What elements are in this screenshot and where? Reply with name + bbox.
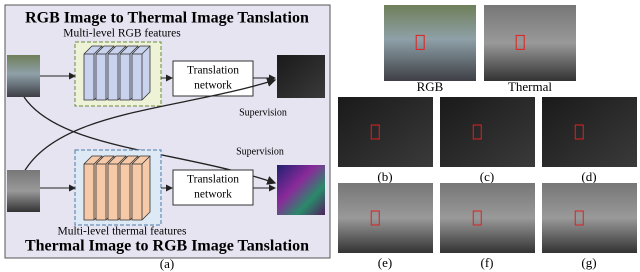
result-image bbox=[440, 97, 535, 167]
image-label: RGB bbox=[417, 79, 444, 94]
rgb-image bbox=[384, 5, 476, 81]
result-image bbox=[440, 183, 535, 253]
title-bottom: Thermal Image to RGB Image Tanslation bbox=[25, 238, 309, 255]
result-image bbox=[542, 97, 637, 167]
panel-a bbox=[5, 5, 330, 258]
translation-label: Translation bbox=[187, 65, 239, 77]
image-caption: (c) bbox=[480, 169, 494, 184]
rgb-features-label: Multi-level RGB features bbox=[63, 28, 181, 40]
image-caption: (d) bbox=[581, 169, 596, 184]
result-image bbox=[338, 97, 433, 167]
rgb-output bbox=[277, 165, 325, 215]
figure: RGB Image to Thermal Image Tanslation Mu… bbox=[0, 0, 640, 272]
thermal-output bbox=[277, 55, 325, 98]
rgb-input bbox=[7, 55, 40, 97]
feature-slab bbox=[132, 156, 150, 220]
image-caption: (g) bbox=[581, 255, 596, 270]
result-image bbox=[542, 183, 637, 253]
translation-label: network bbox=[194, 189, 232, 201]
image-label: Thermal bbox=[508, 79, 552, 94]
thermal-input bbox=[7, 170, 40, 212]
image-caption: (e) bbox=[378, 255, 392, 270]
thermal-features-label: Multi-level thermal features bbox=[57, 226, 187, 238]
thermal-image bbox=[484, 5, 576, 81]
rgb-slabs bbox=[84, 46, 150, 100]
image-caption: (b) bbox=[377, 169, 392, 184]
results: RGB Thermal (b) (c) (d) (e) (f) (g) bbox=[338, 5, 637, 270]
title-top: RGB Image to Thermal Image Tanslation bbox=[25, 10, 309, 27]
image-caption: (f) bbox=[481, 255, 494, 270]
supervision-label: Supervision bbox=[239, 107, 287, 118]
result-image bbox=[338, 183, 433, 253]
caption: (a) bbox=[160, 256, 174, 271]
translation-label: Translation bbox=[187, 174, 239, 186]
supervision-label: Supervision bbox=[236, 146, 284, 157]
thermal-slabs bbox=[84, 156, 150, 220]
translation-label: network bbox=[194, 80, 232, 92]
